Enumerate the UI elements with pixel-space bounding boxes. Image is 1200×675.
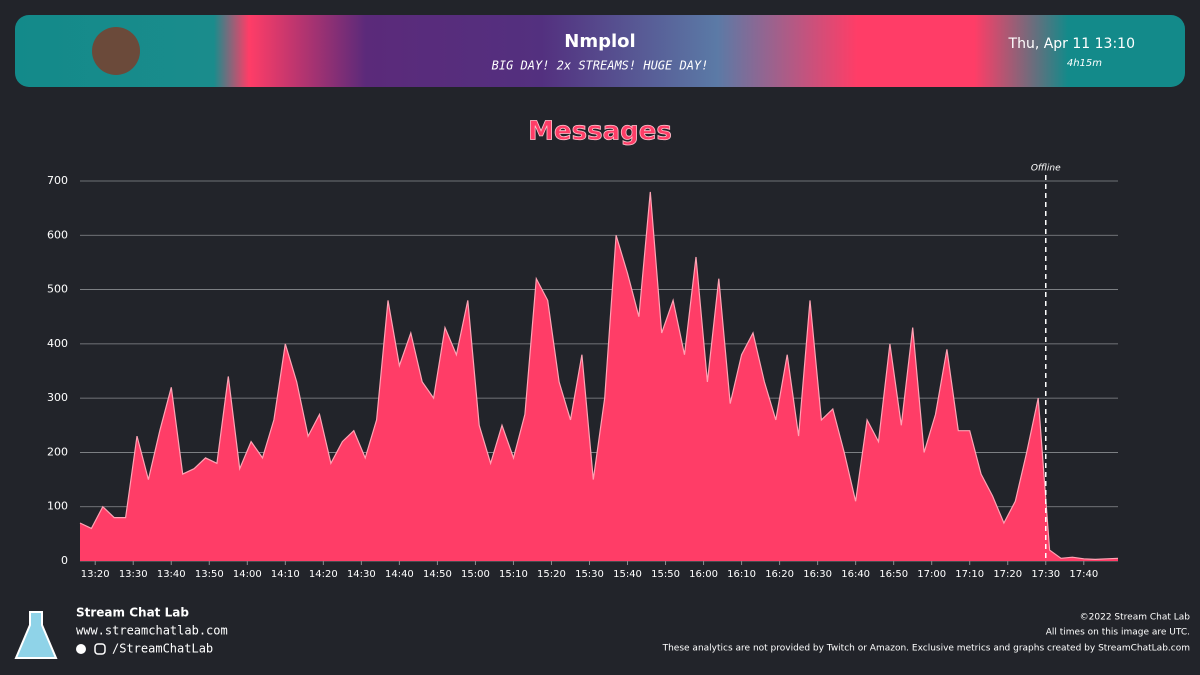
y-tick-label: 100 (47, 500, 68, 513)
x-tick-label: 14:20 (309, 569, 338, 580)
x-tick-label: 15:30 (575, 569, 604, 580)
instagram-icon (94, 643, 106, 655)
x-tick-label: 15:40 (613, 569, 642, 580)
x-tick-label: 13:20 (81, 569, 110, 580)
twitter-icon (76, 644, 86, 654)
x-tick-label: 14:40 (385, 569, 414, 580)
x-tick-label: 15:50 (651, 569, 680, 580)
x-tick-label: 14:10 (271, 569, 300, 580)
y-tick-label: 400 (47, 337, 68, 350)
header-bar (15, 15, 1185, 87)
x-tick-label: 17:40 (1069, 569, 1098, 580)
x-tick-label: 13:30 (119, 569, 148, 580)
annotation-label: Offline (1031, 164, 1061, 174)
chart-title: Messages (528, 117, 672, 147)
x-tick-label: 16:10 (727, 569, 756, 580)
disclaimer: These analytics are not provided by Twit… (662, 644, 1190, 654)
stream-date: Thu, Apr 11 13:10 (1008, 36, 1135, 52)
brand-name: Stream Chat Lab (76, 606, 189, 620)
y-tick-label: 500 (47, 283, 68, 296)
x-tick-label: 15:10 (499, 569, 528, 580)
x-tick-label: 16:50 (879, 569, 908, 580)
x-tick-label: 15:20 (537, 569, 566, 580)
streamer-name: Nmplol (564, 31, 635, 52)
x-tick-label: 14:50 (423, 569, 452, 580)
avatar (92, 27, 140, 75)
y-tick-label: 0 (61, 554, 68, 567)
x-tick-label: 14:00 (233, 569, 262, 580)
x-tick-label: 17:10 (955, 569, 984, 580)
x-tick-label: 13:40 (157, 569, 186, 580)
x-tick-label: 16:20 (765, 569, 794, 580)
x-tick-label: 16:40 (841, 569, 870, 580)
x-tick-label: 17:20 (993, 569, 1022, 580)
stream-title: BIG DAY! 2x STREAMS! HUGE DAY! (492, 59, 709, 73)
x-tick-label: 17:00 (917, 569, 946, 580)
x-tick-label: 16:30 (803, 569, 832, 580)
x-tick-label: 14:30 (347, 569, 376, 580)
y-tick-label: 200 (47, 445, 68, 458)
copyright: ©2022 Stream Chat Lab (1080, 613, 1191, 623)
stream-duration: 4h15m (1067, 58, 1102, 69)
area (80, 191, 1118, 561)
y-tick-label: 300 (47, 391, 68, 404)
x-tick-label: 15:00 (461, 569, 490, 580)
utc-note: All times on this image are UTC. (1046, 628, 1190, 638)
brand-handle: /StreamChatLab (112, 642, 213, 656)
y-tick-label: 600 (47, 228, 68, 241)
x-tick-label: 13:50 (195, 569, 224, 580)
x-tick-label: 16:00 (689, 569, 718, 580)
brand-url: www.streamchatlab.com (76, 624, 228, 638)
area-line (79, 191, 1119, 561)
x-tick-label: 17:30 (1031, 569, 1060, 580)
y-tick-label: 700 (47, 174, 68, 187)
logo (14, 611, 58, 659)
